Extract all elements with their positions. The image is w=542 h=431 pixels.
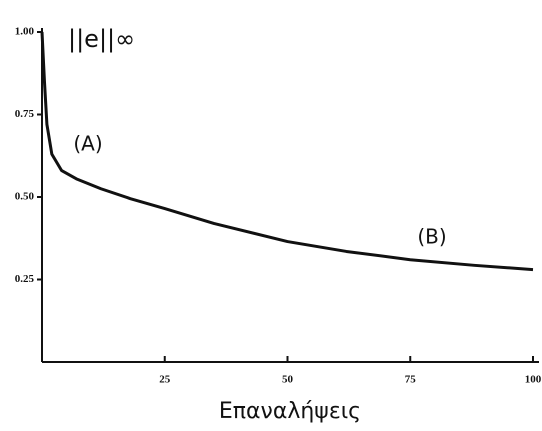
line: [42, 32, 533, 270]
annotation: (A): [73, 132, 102, 156]
x-tick-label: 50: [282, 374, 294, 386]
x-tick-label: 100: [525, 374, 542, 386]
y-tick-label: 1.00: [15, 26, 35, 38]
y-tick-label: 0.25: [15, 273, 35, 285]
x-tick-label: 75: [405, 374, 417, 386]
y-tick-label: 0.75: [15, 108, 35, 120]
x-tick-label: 25: [159, 374, 171, 386]
annotation: (B): [417, 225, 446, 249]
y-axis-label: ||e||∞: [68, 25, 135, 53]
y-tick-label: 0.50: [15, 191, 35, 203]
chart: ||e||∞ Επαναλήψεις (A) (B) 0.25 0.50 0.75 1…: [0, 0, 542, 431]
page: {"chart_data": {"type": "line", "y_label…: [0, 0, 542, 431]
x-axis-label: Επαναλήψεις: [219, 399, 361, 424]
